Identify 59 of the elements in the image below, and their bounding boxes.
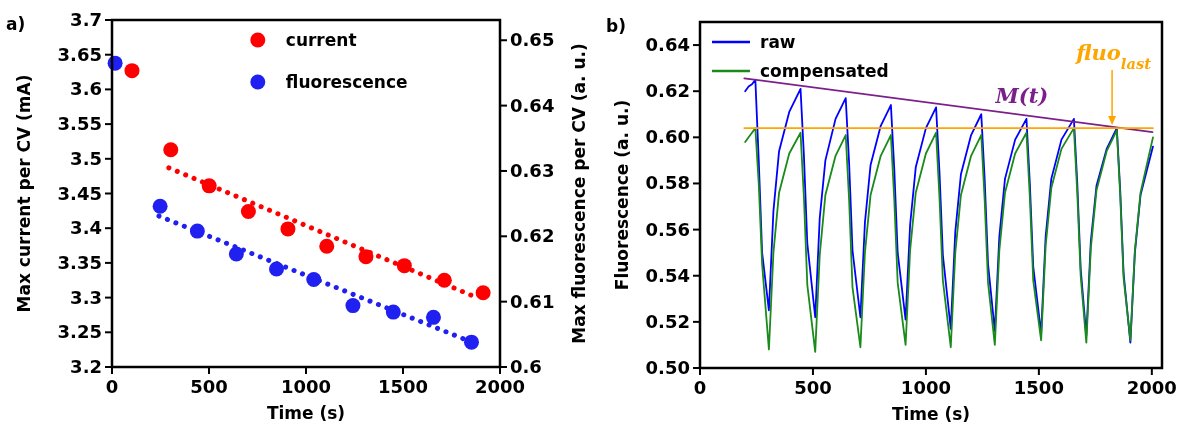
x-tick-label: 0: [105, 376, 119, 397]
line-series: [744, 127, 1154, 353]
y2-tick-label: 0.64: [510, 94, 555, 116]
y-tick-label: 3.6: [70, 78, 102, 100]
x-tick-label: 2000: [1126, 377, 1177, 398]
chart-title: b): [606, 16, 626, 36]
x-tick-label: 1500: [377, 376, 429, 397]
x-tick-label: 500: [190, 376, 228, 397]
point: [475, 285, 491, 301]
point: [124, 63, 140, 79]
y-tick-label: 0.56: [645, 218, 690, 240]
y-tick-label: 3.3: [70, 286, 102, 308]
y2-tick-label: 0.62: [510, 225, 555, 247]
y-tick-label: 3.35: [57, 251, 102, 273]
y-tick-label: 0.62: [645, 80, 690, 102]
y-tick-label: 0.60: [645, 126, 690, 148]
x-tick-label: 500: [794, 377, 832, 398]
y-tick-label: 0.50: [645, 357, 690, 378]
x-axis-title: Time (s): [891, 404, 971, 424]
y-tick-label: 3.5: [70, 147, 102, 169]
legend-label: raw: [760, 32, 796, 52]
y-tick-label: 3.55: [57, 113, 102, 135]
point: [280, 221, 296, 237]
chart-title: a): [6, 14, 26, 34]
x-axis-title: Time (s): [266, 403, 346, 423]
legend-label: current: [285, 30, 357, 50]
point: [463, 334, 479, 350]
y-tick-label: 3.65: [57, 43, 102, 65]
y-tick-label: 0.52: [645, 310, 690, 332]
legend-label: fluorescence: [285, 72, 408, 92]
y-tick-label: 3.25: [57, 321, 102, 343]
y2-axis-title: Max fluorescence per CV (a. u.): [569, 43, 589, 344]
legend-label: compensated: [760, 61, 889, 81]
x-tick-label: 0: [693, 377, 707, 398]
point: [152, 198, 168, 214]
series-label: M(t): [994, 82, 1049, 108]
y-tick-label: 0.54: [645, 264, 690, 286]
point: [240, 204, 256, 220]
y-axis-title: Max current per CV (mA): [14, 74, 34, 313]
x-tick-label: 2000: [474, 376, 526, 397]
y-tick-label: 3.45: [57, 182, 102, 204]
y-tick-label: 3.7: [70, 9, 102, 30]
point: [425, 309, 441, 325]
y-tick-label: 3.2: [70, 356, 102, 377]
point: [163, 142, 179, 158]
y2-tick-label: 0.61: [510, 290, 555, 312]
text: fluo$_{last}$: [1074, 40, 1152, 72]
x-tick-label: 1500: [1013, 377, 1064, 398]
y2-tick-label: 0.65: [510, 29, 555, 51]
y-tick-label: 0.58: [645, 172, 690, 194]
x-tick-label: 1000: [280, 376, 332, 397]
point: [319, 238, 335, 254]
y2-tick-label: 0.63: [510, 159, 555, 181]
y-axis-title: Fluorescence (a. u.): [612, 99, 632, 291]
x-tick-label: 1000: [900, 377, 951, 398]
y-tick-label: 3.4: [70, 217, 102, 239]
y2-tick-label: 0.6: [510, 356, 542, 377]
y-tick-label: 0.64: [645, 34, 690, 56]
point: [345, 298, 361, 314]
